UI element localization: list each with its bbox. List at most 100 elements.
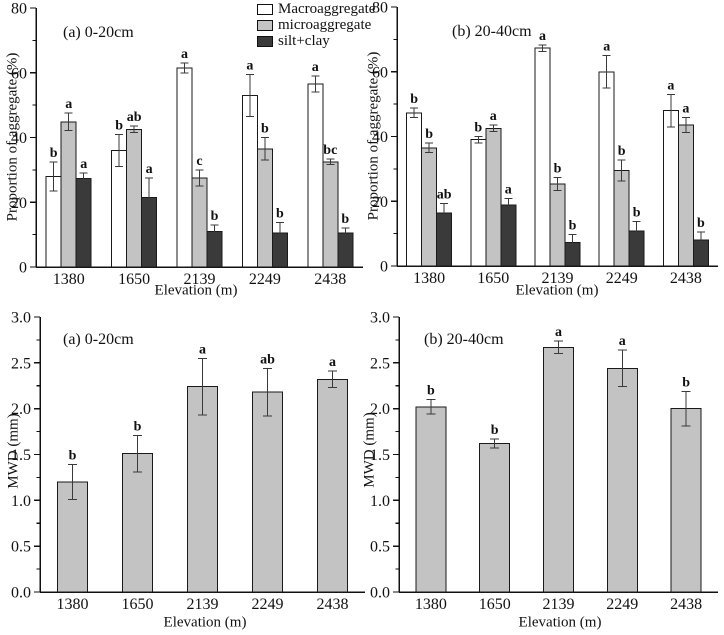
y-tick-label: 0.5	[11, 539, 31, 556]
x-tick-label: 1380	[413, 270, 445, 287]
y-tick-label: 3.0	[370, 310, 390, 327]
bar-Macroaggregate-2438	[307, 83, 324, 268]
x-tick-label: 1650	[122, 596, 154, 613]
legend-item-microaggregate: microaggregate	[257, 17, 375, 33]
y-tick-label: 60	[372, 64, 388, 81]
x-tick-label: 2139	[184, 271, 216, 288]
sig-letter: a	[199, 342, 206, 357]
sig-letter: ab	[260, 352, 275, 367]
sig-letter: c	[196, 154, 202, 169]
x-tick-label: 2249	[252, 596, 284, 613]
y-axis-title-mwd-0-20cm: MWD (mm)	[5, 413, 22, 489]
legend-swatch-microaggregate	[257, 19, 273, 31]
y-tick-label: 0.0	[11, 585, 31, 602]
y-axis-title-mwd-20-40cm: MWD (mm)	[361, 412, 378, 488]
sig-letter: b	[682, 375, 690, 390]
x-tick-label: 1380	[415, 596, 447, 613]
y-tick-label: 0	[380, 259, 388, 276]
sig-letter: b	[618, 144, 626, 159]
y-tick-label: 2.0	[370, 401, 390, 418]
x-tick-label: 1380	[53, 271, 85, 288]
sig-letter: b	[115, 118, 123, 133]
sig-letter: b	[633, 205, 641, 220]
chart-mwd-20-40cm: 0.0 0.5 1.0 1.5 2.0 2.5 3.0 1380 1650 2139 2249 243…	[370, 310, 718, 613]
y-tick-label: 20	[11, 195, 27, 212]
x-tick-label: 2438	[670, 596, 702, 613]
y-tick-label: 3.0	[11, 310, 31, 327]
legend-swatch-silt-clay	[257, 35, 273, 47]
bar-microaggregate-2139	[549, 183, 566, 267]
bar-MWD-2249	[606, 367, 638, 593]
legend-item-macroaggregate: Macroaggregate	[257, 2, 375, 17]
y-tick-label: 20	[372, 194, 388, 211]
legend-label-microaggregate: microaggregate	[278, 17, 372, 33]
x-tick-label: 2438	[670, 270, 702, 287]
x-tick-label: 1650	[479, 596, 511, 613]
bar-Macroaggregate-1380	[406, 112, 423, 267]
y-tick-label: 2.5	[11, 355, 31, 372]
x-tick-label: 2249	[606, 270, 638, 287]
bar-microaggregate-2139	[191, 177, 208, 268]
x-axis-title-mwd-0-20cm: Elevation (m)	[163, 614, 247, 631]
bar-Macroaggregate-2249	[241, 94, 258, 268]
panel-label-mwd-20-40cm: (b) 20-40cm	[424, 331, 504, 348]
y-tick-label: 1.0	[370, 493, 390, 510]
x-tick-label: 1650	[477, 270, 509, 287]
bar-MWD-2139	[543, 346, 574, 593]
sig-letter: b	[554, 162, 562, 177]
sig-letter: a	[146, 162, 153, 177]
legend: Macroaggregate microaggregate silt+clay	[257, 2, 375, 49]
sig-letter: a	[603, 40, 610, 55]
x-tick-label: 2438	[317, 596, 349, 613]
bar-microaggregate-2249	[613, 169, 630, 267]
y-tick-label: 80	[372, 0, 388, 17]
sig-letter: b	[261, 122, 269, 137]
sig-letter: b	[491, 423, 499, 438]
x-tick-label: 1380	[57, 596, 89, 613]
sig-letter: a	[667, 78, 674, 93]
bar-MWD-1380	[415, 406, 447, 593]
sig-letter: b	[276, 207, 284, 222]
y-tick-label: 0	[19, 260, 27, 277]
legend-label-silt-clay: silt+clay	[278, 33, 330, 49]
y-tick-label: 1.5	[370, 447, 390, 464]
sig-letter: b	[50, 146, 58, 161]
sig-letter: a	[65, 97, 72, 112]
bar-microaggregate-2438	[677, 124, 694, 267]
sig-letter: a	[246, 58, 253, 73]
panel-label-aggregate-20-40cm: (b) 20-40cm	[452, 23, 532, 40]
sig-letter: a	[181, 47, 188, 62]
bar-MWD-2139	[187, 386, 218, 593]
y-axis-title-aggregate-20-40cm: Proportion of aggregate (%)	[365, 51, 382, 221]
sig-letter: a	[682, 102, 689, 117]
bar-Macroaggregate-2438	[662, 110, 679, 267]
x-tick-label: 2139	[542, 270, 574, 287]
sig-letter: ab	[437, 188, 452, 203]
y-tick-label: 0.0	[370, 585, 390, 602]
bar-MWD-2249	[252, 391, 283, 593]
legend-item-silt-clay: silt+clay	[257, 33, 375, 49]
sig-letter: a	[619, 334, 626, 349]
sig-letter: b	[569, 218, 577, 233]
y-tick-label: 2.0	[11, 401, 31, 418]
sig-letter: a	[539, 29, 546, 44]
y-tick-label: 80	[11, 1, 27, 18]
x-tick-label: 2139	[187, 596, 219, 613]
bar-MWD-1650	[479, 443, 511, 593]
sig-letter: b	[134, 419, 142, 434]
sig-letter: ab	[127, 110, 142, 125]
sig-letter: b	[427, 384, 435, 399]
bar-silt+clay-1380	[75, 178, 92, 268]
sig-letter: b	[474, 121, 482, 136]
sig-letter: a	[80, 157, 87, 172]
bar-silt+clay-1650	[500, 204, 517, 267]
sig-letter: b	[410, 92, 418, 107]
bar-Macroaggregate-1650	[470, 139, 487, 267]
y-tick-label: 1.5	[11, 447, 31, 464]
y-tick-label: 0.5	[370, 539, 390, 556]
x-axis-title-aggregate-0-20cm: Elevation (m)	[154, 282, 238, 299]
